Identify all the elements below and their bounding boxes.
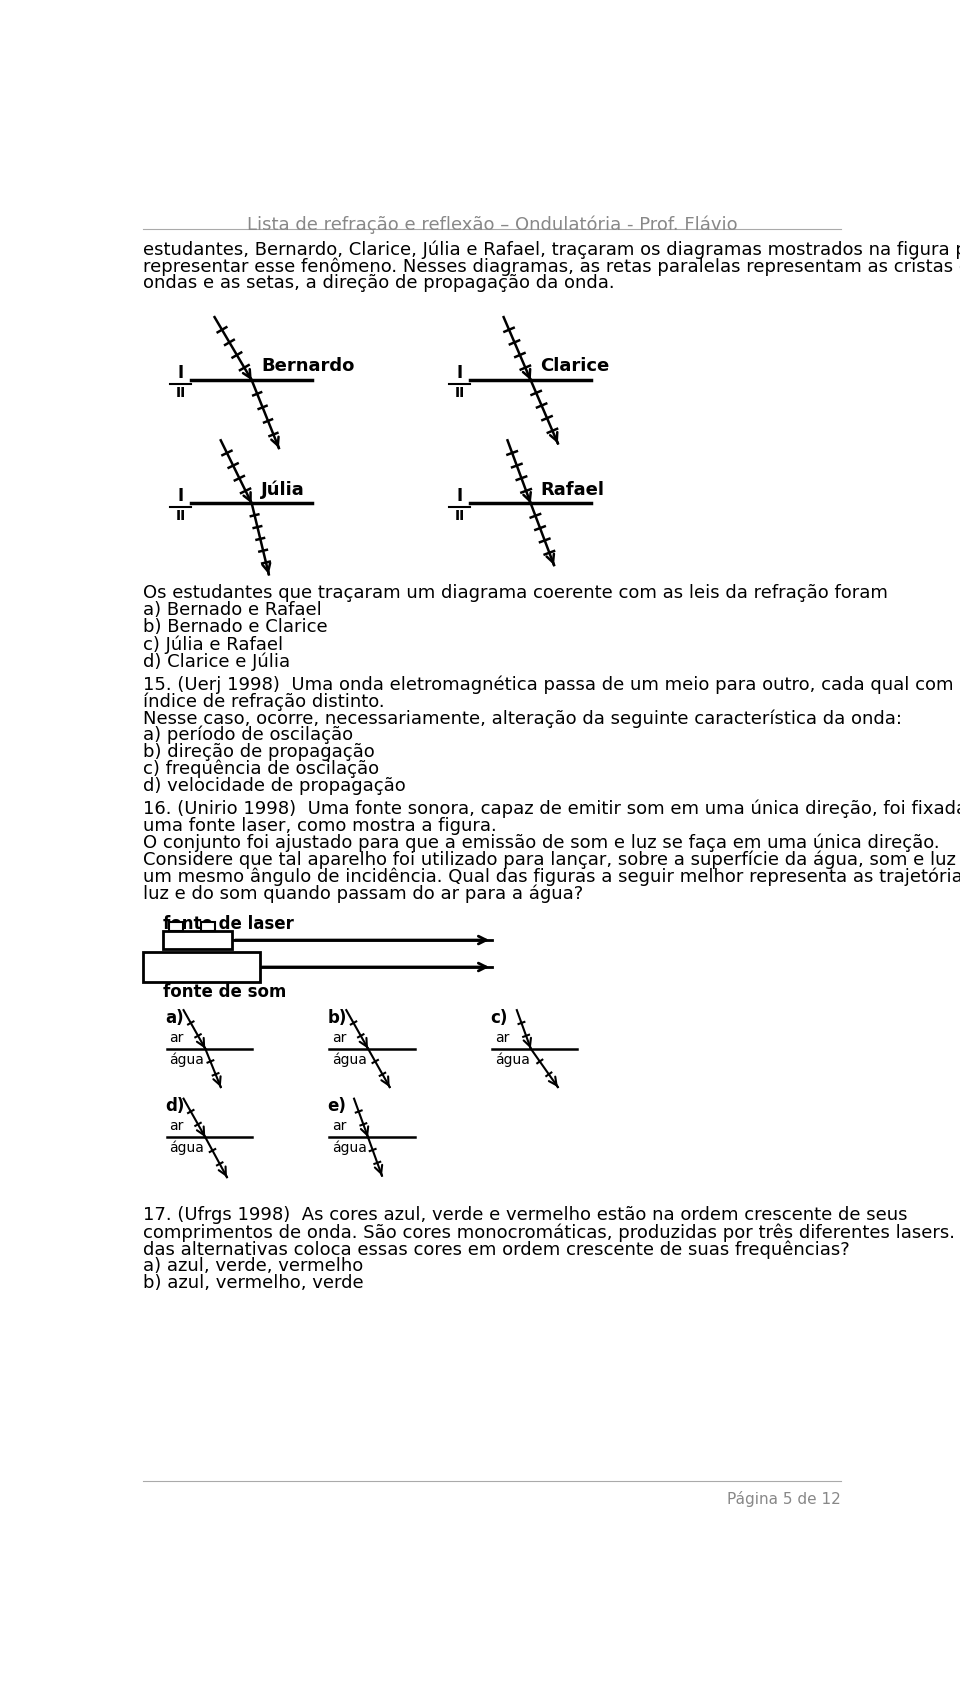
Text: Considere que tal aparelho foi utilizado para lançar, sobre a superfície da água: Considere que tal aparelho foi utilizado… [143, 850, 960, 869]
Text: água: água [332, 1141, 368, 1155]
Text: a) Bernado e Rafael: a) Bernado e Rafael [143, 601, 322, 620]
Text: uma fonte laser, como mostra a figura.: uma fonte laser, como mostra a figura. [143, 816, 497, 835]
Text: a) azul, verde, vermelho: a) azul, verde, vermelho [143, 1258, 364, 1275]
Text: fonte de laser: fonte de laser [162, 916, 294, 933]
Text: Os estudantes que traçaram um diagrama coerente com as leis da refração foram: Os estudantes que traçaram um diagrama c… [143, 584, 888, 603]
Text: a): a) [165, 1009, 183, 1028]
Text: 17. (Ufrgs 1998)  As cores azul, verde e vermelho estão na ordem crescente de se: 17. (Ufrgs 1998) As cores azul, verde e … [143, 1207, 908, 1224]
Text: ar: ar [332, 1031, 347, 1045]
Text: c) Júlia e Rafael: c) Júlia e Rafael [143, 635, 283, 653]
Text: II: II [454, 510, 465, 523]
Text: Rafael: Rafael [540, 481, 604, 499]
Text: I: I [178, 364, 183, 381]
Text: d) velocidade de propagação: d) velocidade de propagação [143, 777, 406, 794]
Text: das alternativas coloca essas cores em ordem crescente de suas frequências?: das alternativas coloca essas cores em o… [143, 1241, 850, 1260]
Text: luz e do som quando passam do ar para a água?: luz e do som quando passam do ar para a … [143, 885, 584, 902]
Text: 16. (Unirio 1998)  Uma fonte sonora, capaz de emitir som em uma única direção, f: 16. (Unirio 1998) Uma fonte sonora, capa… [143, 799, 960, 818]
Bar [169, 921, 182, 931]
Text: Nesse caso, ocorre, necessariamente, alteração da seguinte característica da ond: Nesse caso, ocorre, necessariamente, alt… [143, 709, 902, 728]
Text: c): c) [491, 1009, 508, 1028]
Text: Lista de refração e reflexão – Ondulatória - Prof. Flávio: Lista de refração e reflexão – Ondulatór… [247, 215, 737, 234]
Text: Bernardo: Bernardo [261, 357, 354, 376]
Text: d) Clarice e Júlia: d) Clarice e Júlia [143, 652, 290, 670]
Text: Página 5 de 12: Página 5 de 12 [727, 1492, 841, 1507]
Text: comprimentos de onda. São cores monocromáticas, produzidas por três diferentes l: comprimentos de onda. São cores monocrom… [143, 1224, 960, 1243]
Text: um mesmo ângulo de incidência. Qual das figuras a seguir melhor representa as tr: um mesmo ângulo de incidência. Qual das … [143, 869, 960, 885]
Text: água: água [170, 1141, 204, 1155]
Text: b): b) [327, 1009, 348, 1028]
Text: I: I [456, 364, 463, 381]
Text: ar: ar [495, 1031, 510, 1045]
Text: ondas e as setas, a direção de propagação da onda.: ondas e as setas, a direção de propagaçã… [143, 274, 614, 291]
Text: 15. (Uerj 1998)  Uma onda eletromagnética passa de um meio para outro, cada qual: 15. (Uerj 1998) Uma onda eletromagnética… [143, 676, 953, 694]
Text: água: água [332, 1051, 368, 1067]
Text: fonte de som: fonte de som [162, 984, 286, 1001]
Text: água: água [495, 1051, 530, 1067]
Text: ar: ar [170, 1031, 184, 1045]
Bar [162, 931, 232, 950]
Text: O conjunto foi ajustado para que a emissão de som e luz se faça em uma única dir: O conjunto foi ajustado para que a emiss… [143, 833, 940, 852]
Text: água: água [170, 1051, 204, 1067]
Text: b) direção de propagação: b) direção de propagação [143, 743, 375, 760]
Text: II: II [176, 386, 185, 400]
Text: Clarice: Clarice [540, 357, 610, 376]
Text: ar: ar [170, 1119, 184, 1133]
Text: II: II [176, 510, 185, 523]
Text: b) azul, vermelho, verde: b) azul, vermelho, verde [143, 1275, 364, 1292]
Bar [202, 921, 215, 931]
Text: d): d) [165, 1097, 184, 1116]
Text: Júlia: Júlia [261, 481, 305, 499]
Text: I: I [178, 488, 183, 505]
Text: representar esse fenômeno. Nesses diagramas, as retas paralelas representam as c: representar esse fenômeno. Nesses diagra… [143, 257, 960, 276]
Text: e): e) [327, 1097, 347, 1116]
Text: índice de refração distinto.: índice de refração distinto. [143, 692, 385, 711]
Text: b) Bernado e Clarice: b) Bernado e Clarice [143, 618, 328, 637]
Text: a) período de oscilação: a) período de oscilação [143, 726, 353, 745]
Text: I: I [456, 488, 463, 505]
Text: estudantes, Bernardo, Clarice, Júlia e Rafael, traçaram os diagramas mostrados n: estudantes, Bernardo, Clarice, Júlia e R… [143, 240, 960, 259]
Bar [143, 953, 259, 982]
Text: ar: ar [332, 1119, 347, 1133]
Text: c) frequência de oscilação: c) frequência de oscilação [143, 760, 379, 779]
Text: II: II [454, 386, 465, 400]
